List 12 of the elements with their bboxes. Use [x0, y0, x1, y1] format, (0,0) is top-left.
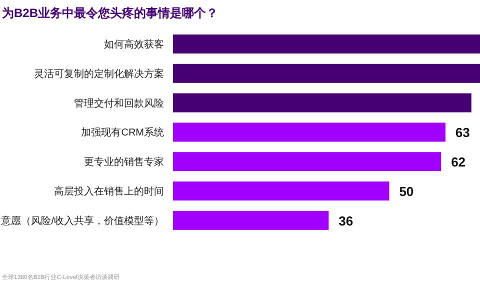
data-label: 62 — [451, 154, 466, 170]
y-tick-label: 意愿（风险/收入共享，价值模型等） — [0, 214, 164, 227]
data-label: 63 — [455, 125, 470, 140]
y-tick-label: 高层投入在销售上的时间 — [54, 186, 164, 198]
y-tick-label: 更专业的销售专家 — [84, 156, 164, 168]
title: 为B2B业务中最令您头疼的事情是哪个？ — [2, 6, 218, 20]
data-label: 36 — [338, 213, 354, 228]
y-tick-label: 管理交付和回款风险 — [74, 97, 164, 110]
y-tick-label: 灵活可复制的定制化解决方案 — [34, 68, 164, 80]
y-tick-label: 加强现有CRM系统 — [81, 126, 164, 139]
y-tick-label: 如何高效获客 — [104, 38, 164, 50]
data-label: 50 — [399, 184, 414, 199]
